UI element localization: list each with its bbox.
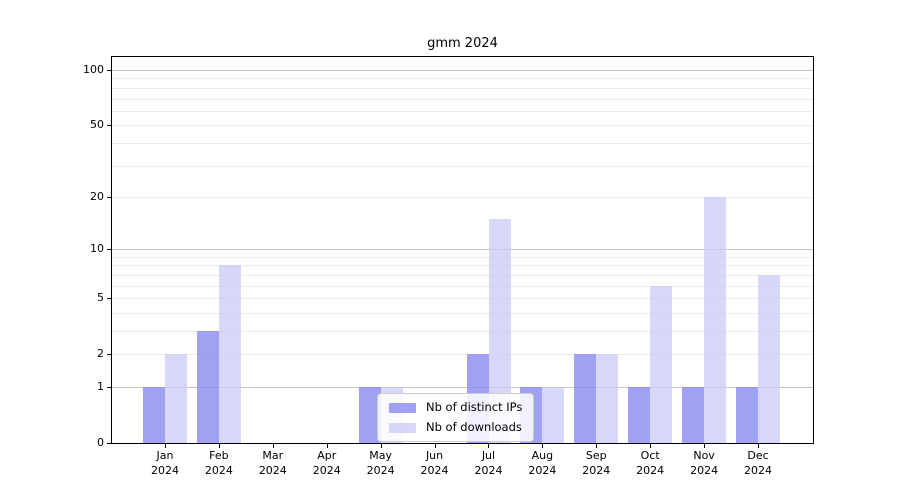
- gridline-major: [112, 387, 813, 388]
- x-tick-mark: [596, 444, 598, 448]
- bar-distinct-ips: [143, 387, 165, 443]
- legend: Nb of distinct IPs Nb of downloads: [377, 393, 535, 442]
- x-tick-mark: [326, 444, 328, 448]
- x-tick-label: Mar 2024: [258, 449, 287, 477]
- y-tick-mark: [107, 125, 111, 127]
- legend-swatch-distinct-ips: [389, 402, 416, 413]
- legend-swatch-downloads: [389, 422, 416, 433]
- y-tick-mark: [107, 249, 111, 251]
- x-tick-mark: [434, 444, 436, 448]
- gridline-major: [112, 70, 813, 71]
- y-tick-label: 0: [97, 436, 104, 449]
- legend-label-distinct-ips: Nb of distinct IPs: [426, 400, 523, 414]
- gridline-minor: [112, 98, 813, 100]
- x-tick-mark: [165, 444, 166, 448]
- y-tick-label: 50: [90, 118, 104, 132]
- x-tick-label: Feb 2024: [204, 449, 233, 477]
- y-tick-label: 20: [90, 189, 104, 203]
- gridline-minor: [112, 125, 813, 127]
- y-tick-mark: [107, 443, 111, 444]
- y-tick-mark: [107, 70, 111, 71]
- bar-distinct-ips: [628, 387, 651, 443]
- y-tick-label: 100: [83, 63, 104, 76]
- gridline-major: [112, 249, 813, 251]
- x-tick-mark: [488, 444, 490, 448]
- bar-distinct-ips: [682, 387, 705, 443]
- x-tick-mark: [380, 444, 382, 448]
- x-tick-mark: [650, 444, 652, 448]
- gridline-minor: [112, 312, 813, 314]
- gridline-minor: [112, 285, 813, 287]
- y-tick-label: 10: [90, 242, 104, 256]
- gridline-minor: [112, 78, 813, 80]
- y-tick-label: 1: [97, 379, 104, 393]
- x-tick-label: Jun 2024: [420, 449, 449, 477]
- bar-distinct-ips: [736, 387, 758, 443]
- plot-area: Nb of distinct IPs Nb of downloads: [111, 56, 814, 444]
- bar-downloads: [596, 354, 619, 443]
- gridline-minor: [112, 331, 813, 332]
- bar-downloads: [218, 265, 241, 443]
- gridline-minor: [112, 87, 813, 89]
- bar-downloads: [650, 285, 673, 443]
- bar-downloads: [704, 196, 727, 443]
- gridline-minor: [112, 298, 813, 300]
- legend-label-downloads: Nb of downloads: [426, 420, 522, 434]
- y-tick-label: 2: [97, 347, 104, 361]
- bar-downloads: [758, 274, 780, 443]
- bar-distinct-ips: [574, 354, 597, 443]
- x-tick-label: Nov 2024: [690, 449, 719, 477]
- legend-entry-downloads: Nb of downloads: [389, 420, 522, 435]
- x-tick-label: Sep 2024: [582, 449, 611, 477]
- x-tick-mark: [758, 444, 759, 448]
- x-tick-mark: [704, 444, 706, 448]
- x-tick-label: Jan 2024: [151, 449, 179, 477]
- gridline-minor: [112, 165, 813, 167]
- y-tick-mark: [107, 196, 111, 198]
- x-tick-label: Aug 2024: [528, 449, 557, 477]
- gridline-minor: [112, 256, 813, 258]
- bar-downloads: [488, 218, 511, 443]
- gridline-minor: [112, 142, 813, 144]
- y-tick-label: 5: [97, 291, 104, 305]
- chart-title: gmm 2024: [427, 36, 498, 51]
- gridline-minor: [112, 110, 813, 112]
- bar-distinct-ips: [196, 331, 219, 443]
- x-tick-mark: [272, 444, 274, 448]
- bar-distinct-ips: [358, 387, 381, 443]
- x-tick-mark: [218, 444, 220, 448]
- gridline-minor: [112, 274, 813, 276]
- x-tick-label: Jul 2024: [474, 449, 503, 477]
- legend-entry-distinct-ips: Nb of distinct IPs: [389, 400, 522, 415]
- y-tick-mark: [107, 354, 111, 356]
- bar-downloads: [542, 387, 565, 443]
- x-tick-label: Apr 2024: [312, 449, 341, 477]
- x-tick-label: Oct 2024: [636, 449, 665, 477]
- gridline-minor: [112, 196, 813, 198]
- y-tick-mark: [107, 386, 111, 388]
- gridline-minor: [112, 354, 813, 356]
- gridline-minor: [112, 265, 813, 267]
- bar-downloads: [165, 354, 187, 443]
- x-tick-mark: [542, 444, 544, 448]
- y-tick-mark: [107, 298, 111, 300]
- x-tick-label: May 2024: [366, 449, 395, 477]
- x-tick-label: Dec 2024: [744, 449, 772, 477]
